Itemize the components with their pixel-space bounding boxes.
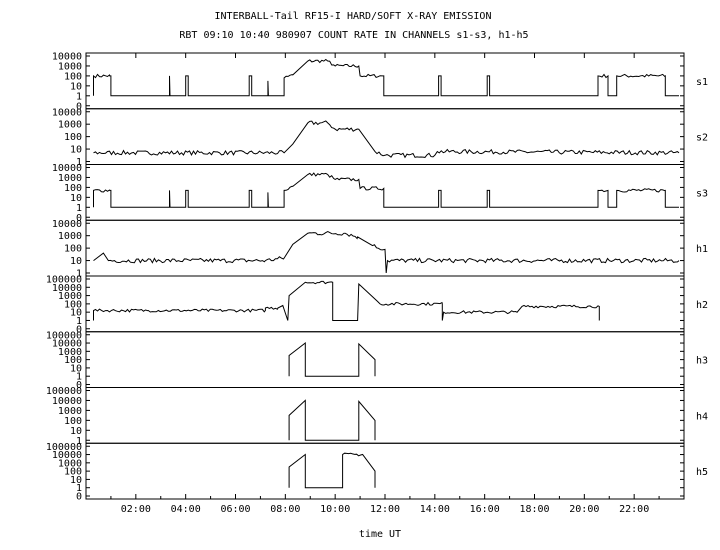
y-tick-label: 100 bbox=[64, 132, 82, 143]
y-tick-label: 10 bbox=[70, 363, 82, 374]
series-line bbox=[93, 172, 679, 208]
y-tick-label: 10 bbox=[70, 308, 82, 319]
y-tick-label: 1000 bbox=[58, 291, 82, 302]
x-tick-label: 02:00 bbox=[121, 504, 151, 515]
y-tick-label: 1 bbox=[76, 91, 82, 102]
y-tick-label: 10 bbox=[70, 193, 82, 204]
x-tick-label: 14:00 bbox=[420, 504, 450, 515]
x-tick-label: 06:00 bbox=[220, 504, 250, 515]
y-tick-label: 1000 bbox=[58, 120, 82, 131]
y-tick-label: 100 bbox=[64, 355, 82, 366]
panel-frame bbox=[85, 219, 685, 277]
panels: 1000010001001010s1100001000100101s210000… bbox=[46, 52, 708, 503]
y-tick-label: 100000 bbox=[46, 275, 82, 286]
y-tick-label: 10 bbox=[70, 426, 82, 437]
panel-frame bbox=[85, 442, 685, 500]
y-tick-label: 1000 bbox=[58, 231, 82, 242]
x-tick-label: 08:00 bbox=[270, 504, 300, 515]
y-tick-label: 1 bbox=[76, 372, 82, 383]
x-tick-label: 12:00 bbox=[370, 504, 400, 515]
y-tick-label: 1000 bbox=[58, 347, 82, 358]
y-tick-label: 1 bbox=[76, 316, 82, 327]
y-tick-label: 0 bbox=[76, 101, 82, 112]
y-tick-label: 1 bbox=[76, 269, 82, 280]
y-tick-label: 10 bbox=[70, 475, 82, 486]
y-tick-label: 10000 bbox=[52, 163, 82, 174]
x-tick-label: 04:00 bbox=[171, 504, 201, 515]
y-tick-label: 1 bbox=[76, 483, 82, 494]
chart-title: INTERBALL-Tail RF15-I HARD/SOFT X-RAY EM… bbox=[215, 11, 492, 22]
x-tick-label: 10:00 bbox=[320, 504, 350, 515]
x-tick-label: 18:00 bbox=[519, 504, 549, 515]
y-tick-label: 100 bbox=[64, 416, 82, 427]
y-tick-label: 100 bbox=[64, 183, 82, 194]
y-tick-label: 1 bbox=[76, 157, 82, 168]
panel-frame bbox=[85, 52, 685, 110]
panel-frame bbox=[85, 275, 685, 333]
y-tick-label: 100000 bbox=[46, 386, 82, 397]
panel-frame bbox=[85, 331, 685, 388]
series-line bbox=[288, 341, 376, 377]
channel-label: s2 bbox=[696, 133, 708, 144]
y-tick-label: 10000 bbox=[52, 283, 82, 294]
series-line bbox=[93, 120, 680, 159]
panel-frame bbox=[85, 108, 685, 165]
channel-label: h4 bbox=[696, 411, 708, 422]
y-tick-label: 100 bbox=[64, 467, 82, 478]
y-tick-label: 1 bbox=[76, 436, 82, 447]
y-tick-label: 10000 bbox=[52, 107, 82, 118]
y-tick-label: 0 bbox=[76, 492, 82, 503]
y-tick-label: 10000 bbox=[52, 52, 82, 63]
y-tick-label: 0 bbox=[76, 213, 82, 224]
y-tick-label: 100 bbox=[64, 244, 82, 255]
y-tick-label: 10 bbox=[70, 81, 82, 92]
x-tick-label: 20:00 bbox=[569, 504, 599, 515]
y-tick-label: 10 bbox=[70, 145, 82, 156]
y-tick-label: 100 bbox=[64, 299, 82, 310]
panel-frame bbox=[85, 164, 685, 221]
panel-frame bbox=[85, 387, 685, 444]
channel-label: s3 bbox=[696, 188, 708, 199]
y-tick-label: 100000 bbox=[46, 442, 82, 453]
x-axis-label: time UT bbox=[359, 529, 401, 540]
y-tick-label: 0 bbox=[76, 324, 82, 335]
y-tick-label: 1000 bbox=[58, 61, 82, 72]
y-tick-label: 100000 bbox=[46, 330, 82, 341]
y-tick-label: 1 bbox=[76, 203, 82, 214]
series-line bbox=[93, 58, 679, 97]
series-line bbox=[288, 452, 376, 489]
channel-label: h1 bbox=[696, 244, 708, 255]
x-tick-label: 22:00 bbox=[619, 504, 649, 515]
chart-subtitle: RBT 09:10 10:40 980907 COUNT RATE IN CHA… bbox=[179, 30, 528, 41]
y-tick-label: 1000 bbox=[58, 458, 82, 469]
y-tick-label: 0 bbox=[76, 380, 82, 391]
series-line bbox=[93, 280, 600, 321]
y-tick-label: 10000 bbox=[52, 450, 82, 461]
y-tick-label: 10 bbox=[70, 256, 82, 267]
x-tick-label: 16:00 bbox=[470, 504, 500, 515]
channel-label: h2 bbox=[696, 300, 708, 311]
y-tick-label: 10000 bbox=[52, 339, 82, 350]
channel-label: h3 bbox=[696, 356, 708, 367]
y-tick-label: 10000 bbox=[52, 396, 82, 407]
y-tick-label: 100 bbox=[64, 71, 82, 82]
y-tick-label: 1000 bbox=[58, 173, 82, 184]
series-line bbox=[288, 399, 376, 441]
series-line bbox=[93, 231, 680, 274]
y-tick-label: 10000 bbox=[52, 219, 82, 230]
y-tick-label: 1000 bbox=[58, 406, 82, 417]
channel-label: s1 bbox=[696, 77, 708, 88]
channel-label: h5 bbox=[696, 467, 708, 478]
x-axis: 02:00 04:00 06:00 08:00 10:00 12:00 14:00 16:00… bbox=[110, 53, 660, 515]
